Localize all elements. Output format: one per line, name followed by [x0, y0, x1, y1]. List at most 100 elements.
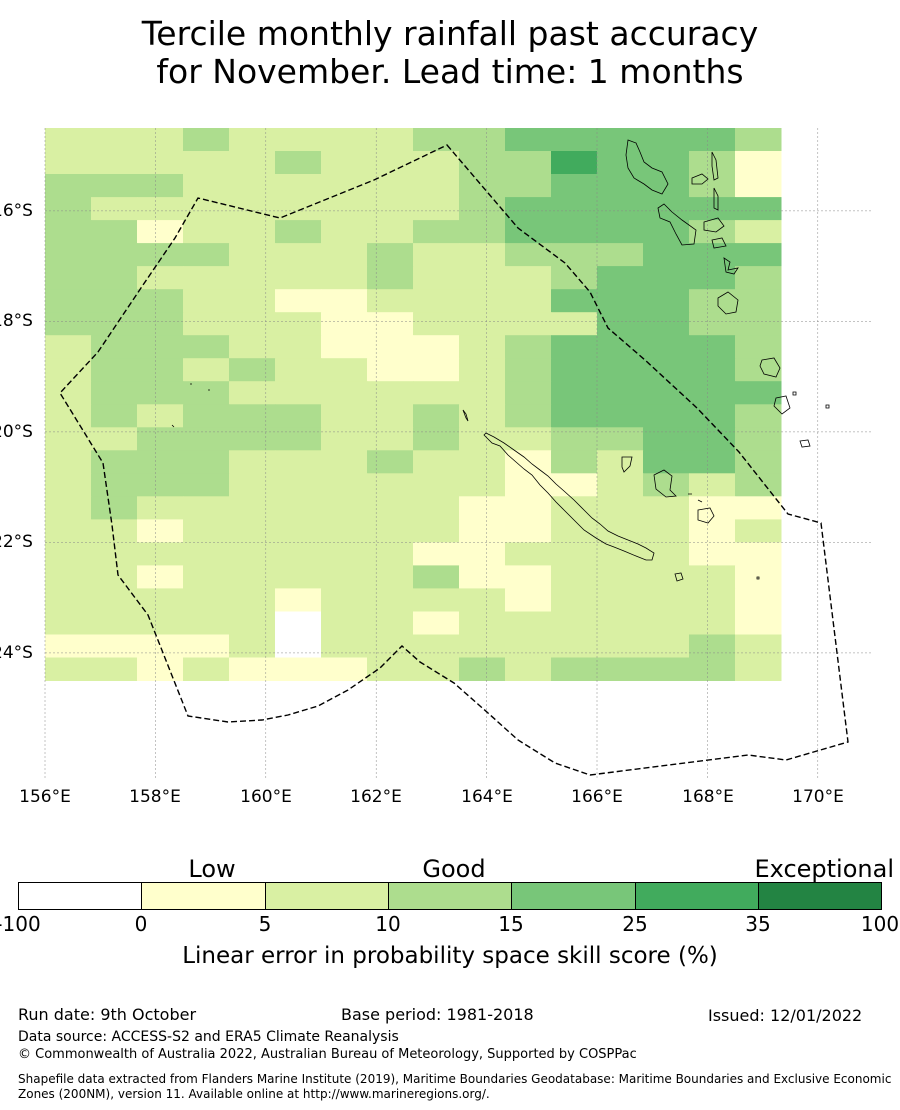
skill-cell — [459, 151, 506, 175]
skill-cell — [459, 588, 506, 612]
skill-cell — [137, 243, 184, 267]
skill-cell — [183, 611, 230, 635]
coastlines — [171, 139, 830, 582]
skill-cell — [367, 312, 414, 336]
lat-label-18s: 18°S — [0, 311, 33, 331]
skill-cell — [321, 542, 368, 566]
skill-cell — [597, 220, 644, 244]
skill-cell — [321, 519, 368, 543]
skill-cell — [229, 312, 276, 336]
skill-cell — [137, 542, 184, 566]
skill-cell — [137, 197, 184, 221]
skill-cell — [597, 427, 644, 451]
skill-cell — [183, 496, 230, 520]
skill-cell — [735, 289, 782, 313]
skill-cell — [137, 128, 184, 152]
skill-cell — [183, 312, 230, 336]
skill-cell — [229, 450, 276, 474]
skill-cell — [689, 197, 736, 221]
ouvea-outline — [621, 456, 633, 473]
skill-cell — [459, 335, 506, 359]
skill-cell — [643, 496, 690, 520]
skill-cell — [45, 611, 92, 635]
mare-islets-outline — [688, 493, 703, 503]
skill-cell — [183, 174, 230, 198]
skill-cell — [275, 335, 322, 359]
skill-cell — [91, 634, 138, 658]
efate-outline — [717, 291, 739, 315]
skill-cell — [551, 243, 598, 267]
skill-cell — [367, 657, 414, 681]
skill-cell — [321, 588, 368, 612]
copyright: © Commonwealth of Australia 2022, Austra… — [18, 1047, 637, 1062]
skill-cell — [183, 220, 230, 244]
skill-cell — [597, 611, 644, 635]
skill-cell — [413, 427, 460, 451]
new-caledonia-outline — [483, 432, 655, 561]
skill-cell — [321, 496, 368, 520]
skill-cell — [413, 289, 460, 313]
skill-cell — [505, 381, 552, 405]
walpole-outline — [756, 576, 760, 580]
skill-cell — [505, 312, 552, 336]
skill-cell — [551, 151, 598, 175]
skill-cell — [321, 197, 368, 221]
skill-cell — [275, 404, 322, 428]
skill-cell — [643, 427, 690, 451]
skill-cell — [459, 611, 506, 635]
pentecost-outline — [713, 187, 719, 211]
skill-cell — [643, 220, 690, 244]
skill-cell — [91, 496, 138, 520]
skill-cell — [643, 565, 690, 589]
skill-cell — [505, 197, 552, 221]
title-line-1: Tercile monthly rainfall past accuracy — [141, 14, 759, 53]
colorbar-label: Linear error in probability space skill … — [182, 943, 718, 969]
skill-cell — [183, 358, 230, 382]
skill-cell — [689, 358, 736, 382]
colorbar-tick: 5 — [258, 912, 272, 936]
skill-cell — [459, 312, 506, 336]
skill-cell — [551, 565, 598, 589]
skill-cell — [45, 657, 92, 681]
skill-cell — [597, 335, 644, 359]
skill-cell — [321, 266, 368, 290]
skill-cell — [413, 657, 460, 681]
skill-cell — [229, 634, 276, 658]
skill-cell — [321, 128, 368, 152]
skill-cell — [137, 519, 184, 543]
skill-cell — [551, 266, 598, 290]
skill-cell — [735, 312, 782, 336]
colorbar-tick: 10 — [375, 912, 401, 936]
skill-cell — [689, 519, 736, 543]
skill-cell — [367, 243, 414, 267]
skill-cell — [735, 381, 782, 405]
skill-cell — [505, 243, 552, 267]
skill-cell — [137, 151, 184, 175]
skill-cell — [505, 657, 552, 681]
lon-label-158: 158°E — [129, 787, 181, 807]
skill-cell — [45, 565, 92, 589]
skill-cell — [183, 289, 230, 313]
skill-cell — [321, 312, 368, 336]
skill-cell — [275, 565, 322, 589]
skill-cell — [459, 450, 506, 474]
skill-cell — [597, 473, 644, 497]
skill-cell — [229, 381, 276, 405]
skill-cell — [597, 542, 644, 566]
skill-cell — [689, 312, 736, 336]
skill-cell — [137, 634, 184, 658]
skill-cell — [275, 151, 322, 175]
skill-cell — [689, 542, 736, 566]
skill-cell — [367, 289, 414, 313]
skill-cell — [643, 634, 690, 658]
skill-cell — [735, 542, 782, 566]
skill-cell — [45, 450, 92, 474]
skill-cell — [367, 611, 414, 635]
skill-cell — [45, 289, 92, 313]
skill-cell — [551, 174, 598, 198]
skill-cell — [229, 151, 276, 175]
colorbar-tick: 100 — [860, 912, 900, 936]
skill-cell — [91, 266, 138, 290]
skill-cell — [459, 496, 506, 520]
skill-cell — [45, 128, 92, 152]
